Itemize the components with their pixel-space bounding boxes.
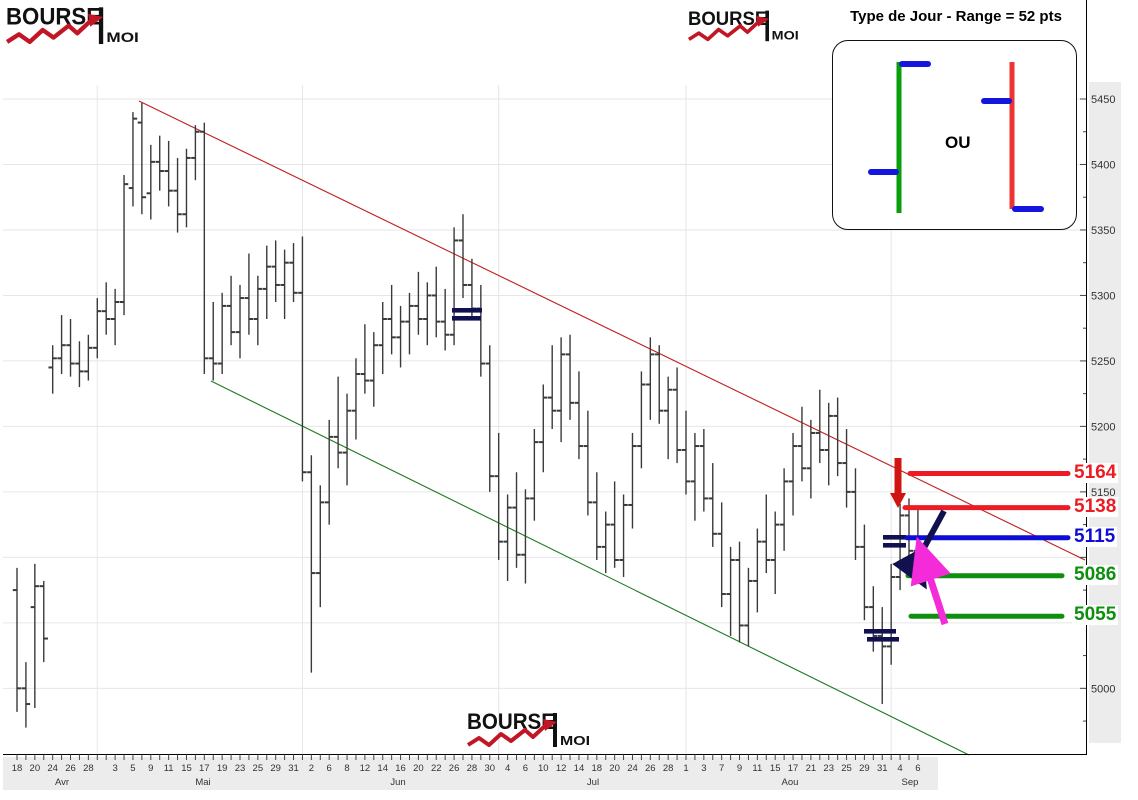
svg-text:MOI: MOI [106,29,138,45]
svg-text:Jun: Jun [390,777,405,788]
bourse-moi-logo-top-left: BOURSE MOI [5,3,140,54]
ohlc-bars [12,102,923,728]
level-label-5115: 5115 [1072,525,1118,547]
legend-bullish-bar [896,62,902,213]
svg-text:25: 25 [253,763,264,774]
svg-text:5000: 5000 [1091,683,1115,695]
svg-text:28: 28 [83,763,94,774]
legend-title: Type de Jour - Range = 52 pts [850,8,1062,25]
svg-text:20: 20 [609,763,620,774]
svg-text:2: 2 [309,763,314,774]
svg-text:30: 30 [484,763,495,774]
level-label-5164: 5164 [1072,461,1119,483]
svg-text:28: 28 [467,763,478,774]
logo-zigzag-arrow [687,19,762,42]
svg-text:14: 14 [574,763,585,774]
legend-bullish-close-tick [899,61,931,67]
svg-text:Avr: Avr [55,777,69,788]
legend-bearish-open-tick [981,98,1012,104]
svg-text:4: 4 [505,763,510,774]
svg-text:8: 8 [344,763,349,774]
svg-text:23: 23 [823,763,834,774]
svg-text:6: 6 [327,763,332,774]
svg-text:9: 9 [148,763,153,774]
level-label-5086: 5086 [1072,563,1119,585]
logo-zigzag-arrow [466,722,549,747]
svg-text:5350: 5350 [1091,225,1115,237]
svg-text:5200: 5200 [1091,421,1115,433]
svg-text:11: 11 [164,763,174,774]
level-label-5138: 5138 [1072,495,1119,517]
logo-zigzag-arrow [5,17,94,45]
legend-bearish-close-tick [1012,206,1044,212]
svg-text:15: 15 [770,763,781,774]
svg-text:26: 26 [645,763,656,774]
svg-text:21: 21 [806,763,817,774]
svg-text:23: 23 [235,763,246,774]
svg-text:11: 11 [752,763,762,774]
svg-text:MOI: MOI [772,29,799,42]
svg-text:29: 29 [270,763,281,774]
svg-text:7: 7 [719,763,724,774]
svg-text:10: 10 [538,763,549,774]
svg-text:29: 29 [859,763,870,774]
svg-text:28: 28 [663,763,674,774]
svg-text:5250: 5250 [1091,356,1115,368]
day-type-legend-box: OU [832,40,1077,230]
day-type-legend-diagram [868,61,1044,213]
svg-text:5400: 5400 [1091,159,1115,171]
svg-text:9: 9 [737,763,742,774]
svg-text:17: 17 [199,763,210,774]
legend-or-label: OU [945,133,971,152]
svg-text:26: 26 [65,763,76,774]
svg-text:Aou: Aou [782,777,799,788]
svg-text:6: 6 [915,763,920,774]
svg-text:4: 4 [897,763,902,774]
svg-text:3: 3 [701,763,706,774]
svg-text:19: 19 [217,763,228,774]
svg-text:14: 14 [377,763,388,774]
bourse-moi-logo-bottom: BOURSE MOI [466,709,591,756]
svg-text:31: 31 [288,763,299,774]
legend-bullish-open-tick [868,169,899,175]
svg-text:18: 18 [12,763,23,774]
legend-bearish-bar [1009,62,1015,209]
svg-text:BOURSE: BOURSE [688,8,767,30]
svg-text:31: 31 [877,763,888,774]
svg-text:Sep: Sep [902,777,919,788]
svg-text:15: 15 [181,763,192,774]
svg-text:24: 24 [47,763,58,774]
svg-text:5150: 5150 [1091,487,1115,499]
svg-text:12: 12 [360,763,371,774]
svg-text:24: 24 [627,763,638,774]
svg-text:26: 26 [449,763,460,774]
svg-text:5300: 5300 [1091,290,1115,302]
svg-text:25: 25 [841,763,852,774]
svg-text:20: 20 [30,763,41,774]
svg-text:Jul: Jul [587,777,599,788]
svg-text:16: 16 [395,763,406,774]
svg-text:5: 5 [130,763,135,774]
svg-text:6: 6 [523,763,528,774]
svg-text:12: 12 [556,763,567,774]
svg-text:18: 18 [592,763,603,774]
svg-text:5450: 5450 [1091,94,1115,106]
svg-text:22: 22 [431,763,442,774]
svg-text:20: 20 [413,763,424,774]
svg-text:3: 3 [112,763,117,774]
bourse-moi-logo-top-center: BOURSE MOI [687,7,800,50]
level-label-5055: 5055 [1072,604,1119,626]
svg-text:17: 17 [788,763,799,774]
magenta-up-arrow [910,536,951,626]
svg-text:MOI: MOI [560,733,590,748]
svg-text:1: 1 [683,763,688,774]
svg-text:Mai: Mai [195,777,210,788]
